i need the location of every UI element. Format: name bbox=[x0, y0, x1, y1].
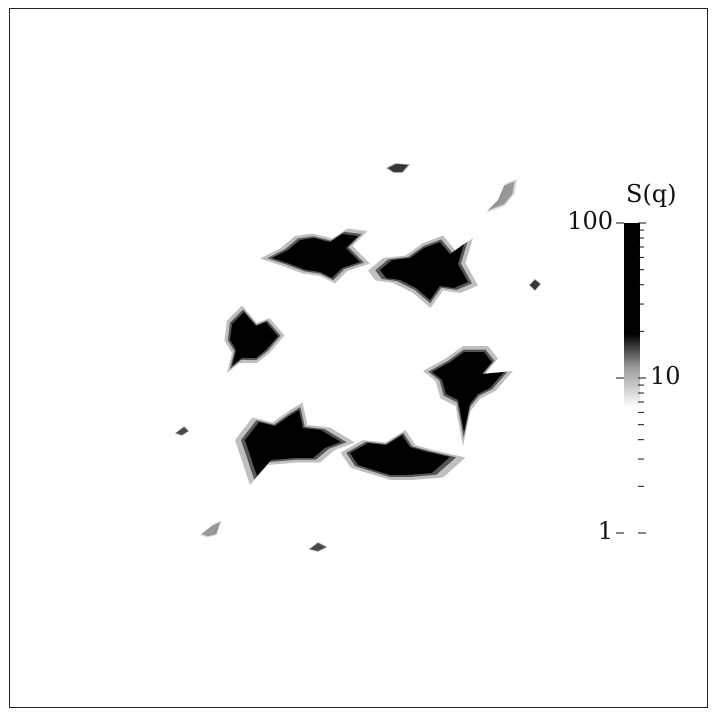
spot-far-left bbox=[174, 426, 190, 436]
peak-right-core bbox=[432, 352, 504, 432]
spot-far-right bbox=[528, 278, 542, 292]
colorbar-title: S(q) bbox=[626, 180, 677, 208]
colorbar-tick-label: 10 bbox=[650, 362, 681, 390]
spot-upper-right-core bbox=[488, 182, 514, 210]
spot-far-left-core bbox=[176, 427, 188, 435]
peak-right bbox=[423, 346, 513, 446]
spot-top-core bbox=[388, 164, 408, 172]
colorbar bbox=[616, 222, 646, 534]
spot-far-right-core bbox=[530, 280, 540, 290]
peak-top-right-core bbox=[380, 242, 468, 300]
colorbar-tick-label: 100 bbox=[567, 207, 613, 235]
peak-bottom-left bbox=[235, 402, 355, 485]
spot-lower-mid-core bbox=[310, 543, 326, 551]
spot-top bbox=[385, 163, 411, 173]
peaks-layer bbox=[174, 163, 542, 552]
peak-bottom-left-core bbox=[245, 410, 341, 476]
colorbar-gradient bbox=[624, 223, 640, 408]
spot-lower-mid bbox=[308, 542, 328, 552]
spot-upper-right bbox=[485, 178, 518, 214]
colorbar-tick-label: 1 bbox=[597, 517, 613, 545]
spot-lower-left bbox=[199, 520, 222, 538]
peak-top-right bbox=[368, 235, 478, 308]
peak-top-left bbox=[260, 228, 370, 284]
plot-frame bbox=[9, 8, 708, 708]
peak-bottom-right bbox=[340, 430, 466, 480]
spot-lower-left-core bbox=[202, 522, 220, 536]
peak-top-left-core bbox=[272, 234, 360, 278]
peak-left-core bbox=[230, 312, 278, 366]
peak-left bbox=[224, 305, 285, 373]
colorbar-ticks bbox=[616, 222, 646, 534]
peak-bottom-right-core bbox=[350, 435, 450, 475]
